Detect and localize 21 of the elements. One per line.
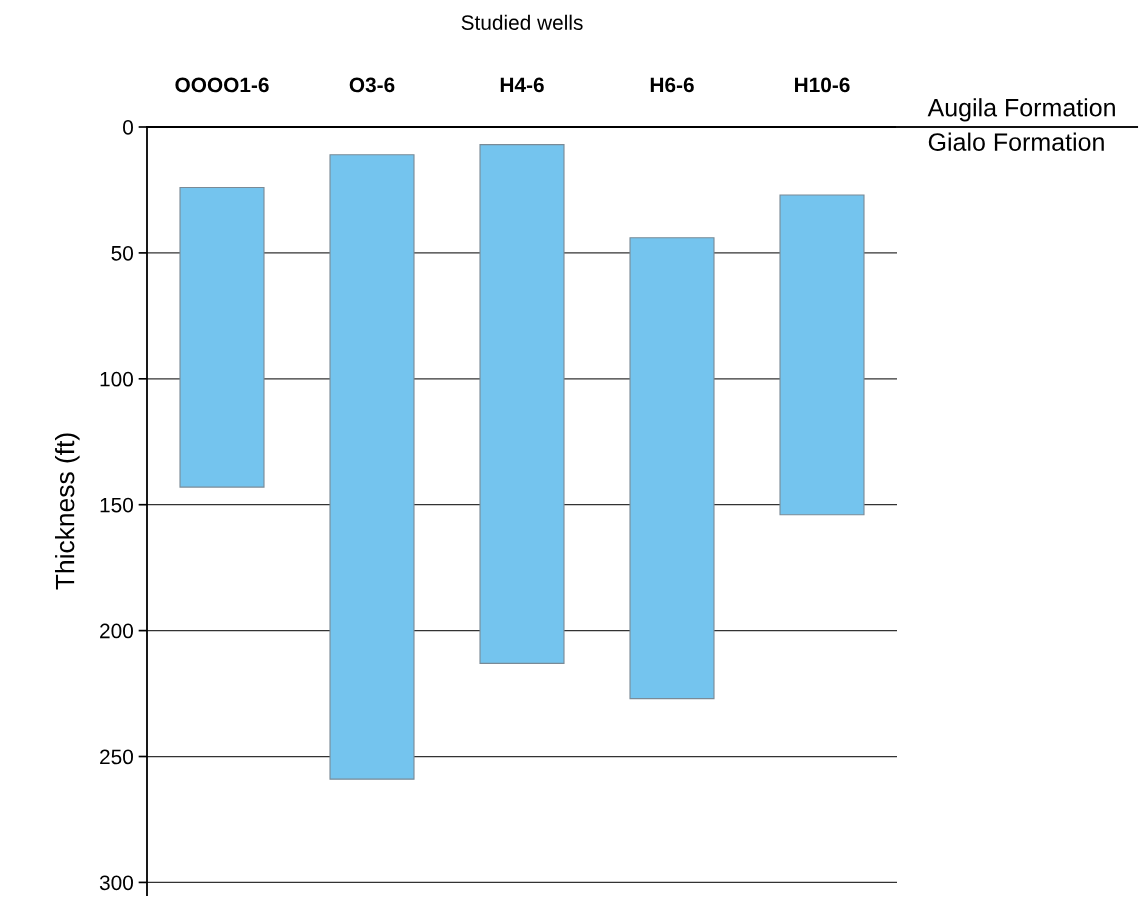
x-tick-label: H10-6 [795,77,850,93]
chart-title: Studied wells [461,14,583,30]
y-tick-label: 100 [100,371,133,387]
y-tick-label: 300 [99,875,133,891]
y-tick-label: 150 [100,497,133,513]
x-tick-label: O3-6 [349,77,395,93]
text: Gialo Formation [928,132,1104,151]
bar [179,186,265,488]
y-tick-label: 250 [100,749,133,765]
y-tick-label: 0 [123,120,133,135]
text: Augila Formation [927,98,1115,122]
x-tick-label: OOOO1-6 [175,77,269,93]
y-tick-label: 50 [111,245,133,261]
bar [329,154,415,780]
x-tick-label: H4-6 [500,77,544,93]
bar [629,237,715,700]
x-tick-label: H6-6 [650,77,694,93]
bar [479,144,565,664]
y-axis-title: Thickness (ft) [55,433,80,590]
bar [779,194,865,516]
y-tick-label: 200 [100,623,133,639]
